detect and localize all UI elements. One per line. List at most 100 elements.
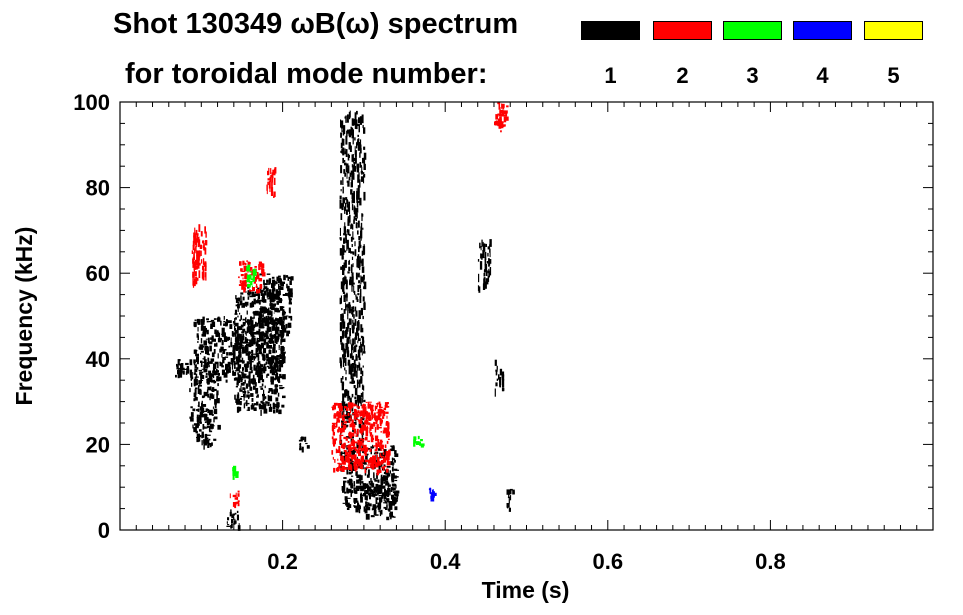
- spectrum-mark: [365, 427, 369, 433]
- spectrum-mark: [353, 285, 355, 293]
- spectrum-mark: [201, 368, 206, 370]
- spectrum-mark: [374, 494, 378, 496]
- spectrum-mark: [390, 515, 395, 518]
- spectrum-mark: [265, 337, 268, 340]
- spectrum-mark: [177, 369, 182, 372]
- spectrum-mark: [206, 434, 211, 436]
- spectrum-mark: [349, 419, 353, 421]
- spectrum-mark: [375, 405, 378, 410]
- spectrum-mark: [376, 469, 379, 476]
- spectrum-mark: [244, 284, 248, 287]
- spectrum-mark: [226, 525, 231, 527]
- spectrum-mark: [210, 378, 213, 381]
- spectrum-mark: [247, 390, 249, 394]
- spectrum-mark: [211, 389, 215, 392]
- spectrum-mark: [252, 353, 257, 355]
- spectrum-mark: [349, 172, 352, 177]
- spectrum-mark: [197, 319, 201, 325]
- spectrum-mark: [377, 402, 379, 408]
- spectrum-mark: [359, 259, 361, 267]
- spectrum-mark: [369, 458, 373, 464]
- spectrum-mark: [250, 393, 254, 397]
- spectrum-mark: [277, 291, 280, 297]
- spectrum-mark: [273, 362, 278, 367]
- spectrum-mark: [484, 251, 487, 261]
- spectrum-region-mode-2: [331, 401, 391, 476]
- spectrum-mark: [391, 497, 393, 500]
- spectrum-mark: [379, 403, 382, 409]
- spectrum-mark: [383, 481, 385, 484]
- spectrum-mark: [365, 430, 369, 437]
- spectrum-mark: [195, 246, 197, 252]
- spectrum-mark: [337, 468, 340, 471]
- spectrum-mark: [263, 364, 266, 370]
- spectrum-mark: [356, 125, 358, 130]
- spectrum-mark: [364, 447, 366, 453]
- spectrum-mark: [203, 439, 207, 446]
- spectrum-mark: [340, 455, 344, 461]
- spectrum-mark: [347, 480, 350, 484]
- spectrum-mark: [358, 272, 360, 278]
- spectrum-mark: [376, 492, 379, 495]
- spectrum-mark: [258, 368, 263, 374]
- spectrum-mark: [354, 306, 357, 312]
- spectrum-mark: [268, 289, 272, 294]
- spectrum-mark: [213, 416, 218, 420]
- spectrum-mark: [238, 276, 240, 279]
- spectrum-mark: [487, 246, 490, 250]
- spectrum-mark: [201, 407, 205, 413]
- spectrum-mark: [260, 335, 263, 342]
- spectrum-mark: [342, 344, 344, 352]
- spectrum-mark: [299, 448, 302, 451]
- spectrum-mark: [332, 431, 335, 436]
- spectrum-mark: [344, 202, 347, 211]
- spectrum-mark: [358, 379, 361, 388]
- spectrum-mark: [237, 378, 241, 382]
- spectrum-mark: [370, 414, 372, 421]
- spectrum-mark: [376, 416, 381, 420]
- spectrum-mark: [370, 423, 374, 429]
- spectrum-mark: [251, 354, 253, 356]
- spectrum-mark: [202, 434, 205, 438]
- spectrum-mark: [341, 420, 345, 426]
- spectrum-mark: [340, 120, 344, 129]
- spectrum-mark: [267, 331, 269, 334]
- spectrum-mark: [189, 388, 191, 393]
- spectrum-mark: [390, 487, 393, 492]
- spectrum-mark: [359, 179, 361, 188]
- spectrum-mark: [266, 279, 269, 283]
- spectrum-mark: [227, 524, 230, 526]
- spectrum-mark: [269, 316, 272, 322]
- spectrum-mark: [255, 271, 258, 273]
- spectrum-mark: [287, 276, 290, 281]
- spectrum-mark: [361, 384, 364, 390]
- spectrum-mark: [391, 494, 395, 500]
- spectrum-mark: [261, 299, 266, 301]
- legend-label-mode-2: 2: [676, 63, 689, 88]
- spectrum-mark: [341, 149, 343, 154]
- spectrum-mark: [338, 403, 342, 409]
- spectrum-mark: [500, 130, 502, 133]
- spectrum-mark: [382, 452, 385, 456]
- spectrum-mark: [362, 493, 367, 497]
- spectrum-mark: [364, 451, 367, 456]
- spectrum-mark: [241, 284, 244, 290]
- spectrum-mark: [353, 448, 355, 451]
- spectrum-mark: [202, 240, 205, 244]
- spectrum-mark: [501, 114, 505, 117]
- spectrum-mark: [359, 464, 363, 469]
- spectrum-mark: [360, 260, 363, 264]
- spectrum-mark: [197, 327, 199, 332]
- spectrum-mark: [356, 442, 360, 448]
- spectrum-mark: [259, 323, 264, 329]
- spectrum-mark: [364, 437, 368, 441]
- spectrum-mark: [343, 169, 346, 174]
- spectrum-mark: [240, 295, 242, 301]
- spectrum-mark: [348, 482, 350, 486]
- spectrum-mark: [237, 354, 241, 361]
- spectrum-mark: [206, 423, 210, 426]
- spectrum-mark: [249, 340, 252, 346]
- spectrum-mark: [253, 364, 256, 371]
- spectrum-mark: [253, 331, 257, 335]
- spectrum-mark: [342, 354, 344, 358]
